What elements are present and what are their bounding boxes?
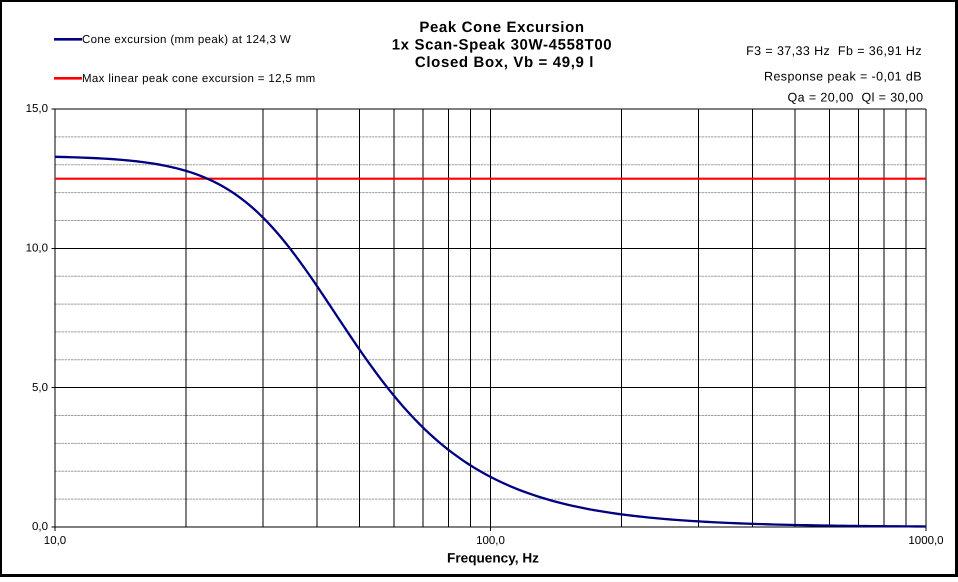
svg-text:10,0: 10,0 xyxy=(26,243,48,255)
svg-text:100,0: 100,0 xyxy=(476,535,505,547)
svg-text:Response peak = -0,01 dB: Response peak = -0,01 dB xyxy=(764,69,922,83)
svg-text:0,0: 0,0 xyxy=(32,521,48,533)
svg-text:Qa = 20,00 Ql = 30,00: Qa = 20,00 Ql = 30,00 xyxy=(788,90,924,104)
svg-text:10,0: 10,0 xyxy=(44,535,66,547)
svg-text:Max linear peak cone excursion: Max linear peak cone excursion = 12,5 mm xyxy=(82,73,316,85)
svg-text:1x Scan-Speak 30W-4558T00: 1x Scan-Speak 30W-4558T00 xyxy=(392,36,613,53)
svg-text:Frequency, Hz: Frequency, Hz xyxy=(447,550,539,565)
svg-text:Peak Cone Excursion: Peak Cone Excursion xyxy=(419,19,584,36)
svg-text:Closed Box, Vb = 49,9 l: Closed Box, Vb = 49,9 l xyxy=(415,54,594,71)
svg-text:15,0: 15,0 xyxy=(26,103,48,115)
svg-text:5,0: 5,0 xyxy=(32,382,48,394)
svg-text:Cone excursion (mm peak) at 12: Cone excursion (mm peak) at 124,3 W xyxy=(82,34,291,46)
svg-text:F3 = 37,33 Hz Fb = 36,91 Hz: F3 = 37,33 Hz Fb = 36,91 Hz xyxy=(746,44,922,58)
svg-text:1000,0: 1000,0 xyxy=(908,535,943,547)
